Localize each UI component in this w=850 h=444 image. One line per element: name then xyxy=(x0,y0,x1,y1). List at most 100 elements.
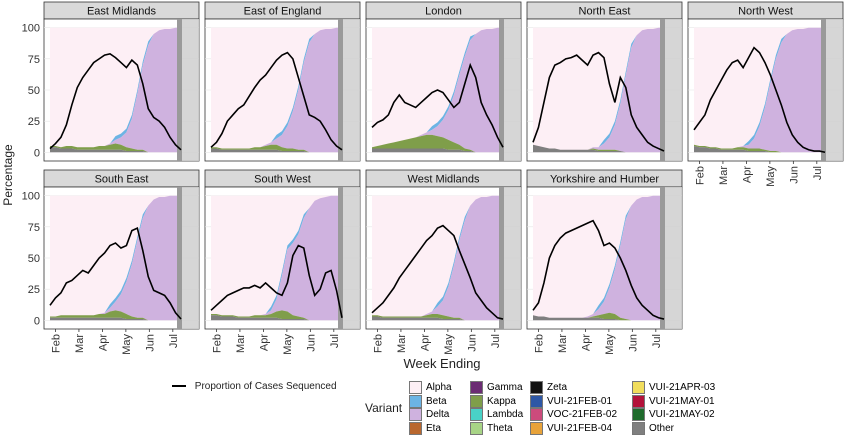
incomplete-data-shade xyxy=(177,187,199,329)
x-tick-label: Jul xyxy=(651,334,663,348)
x-tick-label: May xyxy=(443,334,455,355)
y-tick-label: 50 xyxy=(28,253,40,265)
x-tick-label: May xyxy=(282,334,294,355)
incomplete-data-edge xyxy=(338,19,343,161)
legend-item-eta: Eta xyxy=(409,421,441,435)
sequenced-line xyxy=(49,53,182,151)
x-tick-label: Jul xyxy=(812,166,824,180)
legend-item-kappa: Kappa xyxy=(470,394,516,408)
legend-label: Theta xyxy=(487,422,513,434)
legend-line-label: Proportion of Cases Sequenced xyxy=(194,381,337,392)
y-tick-label: 100 xyxy=(22,23,40,35)
delta-area xyxy=(694,27,825,153)
delta-area xyxy=(533,27,664,153)
legend-label: VUI-21APR-03 xyxy=(649,382,716,393)
panel-west-midlands: West Midlands Feb Mar Apr May Jun Jul xyxy=(365,169,522,355)
minor-variants-area xyxy=(50,310,181,321)
incomplete-data-edge xyxy=(499,19,504,161)
panel-south-west: South West Feb Mar Apr May Jun Jul xyxy=(204,169,361,355)
legend-swatch xyxy=(632,381,645,394)
x-tick-label: Apr xyxy=(258,334,270,351)
y-tick-label: 25 xyxy=(28,284,40,296)
beta-area xyxy=(372,27,503,148)
legend-item-vui-21may-02: VUI-21MAY-02 xyxy=(632,408,715,421)
legend-item-other: Other xyxy=(632,421,674,435)
incomplete-data-edge xyxy=(660,187,665,329)
legend-item-beta: Beta xyxy=(409,394,447,408)
minor-variants-area xyxy=(50,143,181,153)
y-tick-label: 50 xyxy=(28,85,40,97)
delta-area xyxy=(211,27,342,153)
incomplete-data-edge xyxy=(499,187,504,329)
delta-area xyxy=(50,27,181,153)
x-tick-label: Feb xyxy=(694,166,706,185)
legend-item-voc-21feb-02: VOC-21FEB-02 xyxy=(530,408,617,421)
incomplete-data-shade xyxy=(177,19,199,161)
legend-item-theta: Theta xyxy=(470,421,513,435)
incomplete-data-edge xyxy=(177,187,182,329)
legend-label: Lambda xyxy=(487,409,524,420)
y-tick-label: 0 xyxy=(34,147,40,159)
panel-title: London xyxy=(425,6,462,18)
x-tick-label: Apr xyxy=(741,166,753,183)
sequenced-line xyxy=(49,226,182,320)
x-tick-label: Apr xyxy=(580,334,592,351)
legend-item-lambda: Lambda xyxy=(470,408,523,421)
x-tick-label: May xyxy=(121,334,133,355)
legend-swatch xyxy=(632,394,645,408)
x-tick-label: Jun xyxy=(305,334,317,352)
delta-area xyxy=(372,27,503,153)
legend-item-vui-21feb-04: VUI-21FEB-04 xyxy=(530,421,612,435)
legend-label: Kappa xyxy=(487,395,516,407)
x-tick-label: Mar xyxy=(235,334,247,353)
minor-variants-area xyxy=(694,144,825,153)
delta-area xyxy=(533,195,664,321)
x-tick-label: Jun xyxy=(144,334,156,352)
minor-variants-area xyxy=(211,310,342,321)
x-tick-label: Feb xyxy=(211,334,223,353)
delta-area xyxy=(372,195,503,321)
legend-swatch xyxy=(632,408,645,421)
incomplete-data-shade xyxy=(660,187,682,329)
legend-label: Beta xyxy=(426,395,447,407)
panel-north-west: North West Feb Mar Apr May Jun Jul xyxy=(687,1,844,187)
incomplete-data-edge xyxy=(338,187,343,329)
sequenced-line xyxy=(693,46,826,154)
minor-variants-area xyxy=(533,144,664,153)
x-tick-label: Jul xyxy=(490,334,502,348)
legend-swatch xyxy=(470,394,483,408)
sequenced-line xyxy=(532,51,665,152)
incomplete-data-edge xyxy=(177,19,182,161)
y-tick-label: 100 xyxy=(22,191,40,203)
legend-item-alpha: Alpha xyxy=(409,381,452,394)
other-area xyxy=(211,315,342,321)
y-tick-label: 0 xyxy=(34,315,40,327)
legend-label: VUI-21FEB-01 xyxy=(547,395,613,407)
other-area xyxy=(211,148,342,153)
delta-area xyxy=(50,195,181,321)
legend-swatch xyxy=(470,408,483,421)
sequenced-line xyxy=(371,62,504,148)
other-area xyxy=(533,315,664,321)
incomplete-data-shade xyxy=(499,187,521,329)
panel-title: South West xyxy=(254,174,311,186)
sequenced-line xyxy=(210,244,343,318)
panel-yorkshire-and-humber: Yorkshire and Humber Feb Mar Apr May Jun Jul xyxy=(526,169,683,355)
legend-line: Proportion of Cases Sequenced xyxy=(172,381,337,392)
other-area xyxy=(694,146,825,153)
other-area xyxy=(50,317,181,321)
x-tick-label: Mar xyxy=(74,334,86,353)
x-tick-label: May xyxy=(765,166,777,187)
incomplete-data-edge xyxy=(660,19,665,161)
x-tick-label: Feb xyxy=(533,334,545,353)
incomplete-data-shade xyxy=(660,19,682,161)
beta-area xyxy=(694,27,825,149)
legend-item-zeta: Zeta xyxy=(530,381,567,394)
incomplete-data-shade xyxy=(338,19,360,161)
minor-variants-area xyxy=(211,144,342,153)
panel-title: South East xyxy=(95,174,149,186)
panel-title: North East xyxy=(579,6,631,18)
incomplete-data-shade xyxy=(821,19,843,161)
